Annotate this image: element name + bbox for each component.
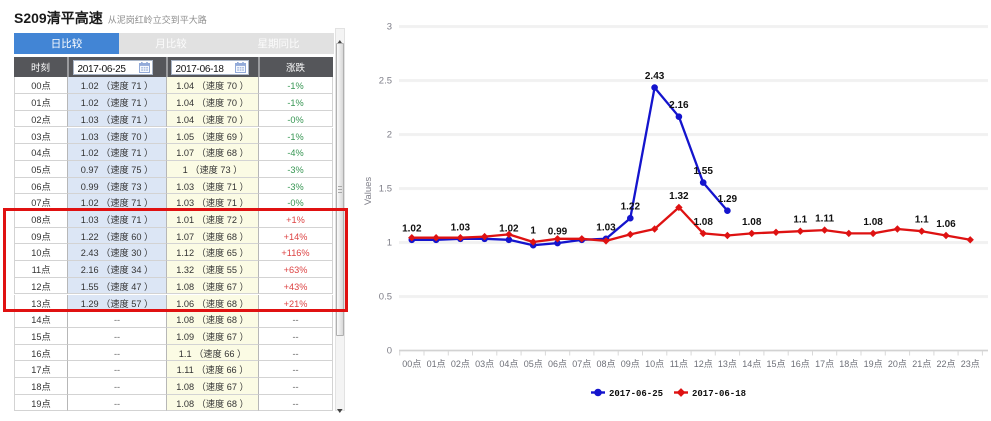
svg-text:1.02: 1.02: [402, 219, 422, 234]
svg-text:1.06: 1.06: [936, 215, 956, 230]
svg-text:12点: 12点: [694, 357, 713, 370]
svg-text:1.03: 1.03: [596, 218, 616, 233]
svg-text:10点: 10点: [645, 357, 664, 370]
svg-text:2.16: 2.16: [669, 96, 689, 111]
svg-text:11点: 11点: [670, 357, 688, 370]
svg-text:2.43: 2.43: [645, 67, 665, 82]
svg-text:1.32: 1.32: [669, 187, 689, 202]
svg-text:15点: 15点: [766, 357, 785, 370]
svg-text:1: 1: [530, 222, 536, 237]
svg-text:1: 1: [387, 234, 392, 248]
svg-text:17点: 17点: [815, 357, 834, 370]
svg-text:2: 2: [387, 126, 392, 140]
svg-text:1.08: 1.08: [863, 213, 883, 228]
svg-text:2.5: 2.5: [379, 72, 392, 86]
svg-text:3: 3: [387, 18, 392, 32]
svg-text:14点: 14点: [742, 357, 761, 370]
svg-text:05点: 05点: [524, 357, 543, 370]
svg-text:02点: 02点: [451, 357, 470, 370]
svg-text:0.5: 0.5: [379, 288, 392, 302]
svg-text:1.29: 1.29: [718, 190, 738, 205]
svg-text:1.1: 1.1: [915, 211, 929, 226]
svg-text:01点: 01点: [427, 357, 446, 370]
svg-text:09点: 09点: [621, 357, 640, 370]
svg-text:1.55: 1.55: [693, 162, 713, 177]
svg-text:0.99: 0.99: [548, 223, 568, 238]
svg-text:16点: 16点: [791, 357, 810, 370]
svg-text:1.08: 1.08: [742, 213, 762, 228]
svg-text:23点: 23点: [961, 357, 980, 370]
svg-text:03点: 03点: [475, 357, 494, 370]
svg-text:2017-06-25: 2017-06-25: [609, 389, 663, 399]
svg-text:13点: 13点: [718, 357, 737, 370]
svg-text:1.02: 1.02: [499, 219, 519, 234]
svg-text:22点: 22点: [936, 357, 955, 370]
svg-text:00点: 00点: [402, 357, 421, 370]
svg-text:1.11: 1.11: [815, 210, 834, 225]
svg-text:20点: 20点: [888, 357, 907, 370]
svg-text:0: 0: [387, 342, 392, 356]
svg-text:18点: 18点: [839, 357, 858, 370]
svg-text:19点: 19点: [864, 357, 883, 370]
svg-text:1.03: 1.03: [451, 218, 471, 233]
svg-text:21点: 21点: [912, 357, 931, 370]
svg-text:2017-06-18: 2017-06-18: [692, 389, 746, 399]
svg-text:Values: Values: [360, 177, 374, 206]
svg-text:1.1: 1.1: [793, 211, 807, 226]
svg-text:08点: 08点: [596, 357, 615, 370]
svg-text:07点: 07点: [572, 357, 591, 370]
svg-text:04点: 04点: [499, 357, 518, 370]
svg-text:06点: 06点: [548, 357, 567, 370]
svg-text:1.22: 1.22: [621, 198, 641, 213]
svg-text:1.5: 1.5: [379, 180, 392, 194]
svg-text:1.08: 1.08: [693, 213, 713, 228]
